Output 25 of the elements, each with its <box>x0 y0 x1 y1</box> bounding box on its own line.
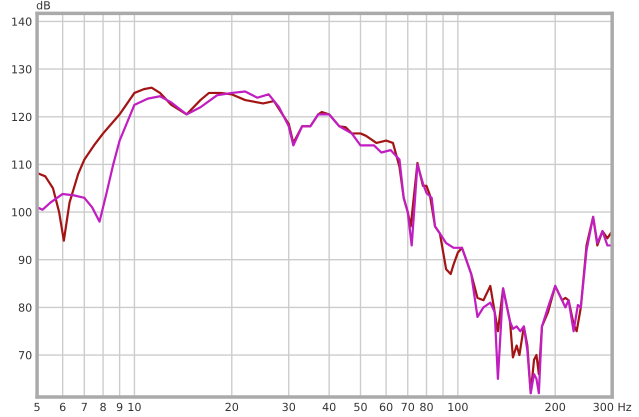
x-tick-label: 100 <box>448 402 468 412</box>
x-tick-label: 80 <box>420 402 433 412</box>
x-tick-label: 60 <box>380 402 392 412</box>
y-tick-label: 140 <box>12 17 32 26</box>
x-tick-label: 9 <box>116 402 122 412</box>
x-tick-label: 20 <box>226 402 238 412</box>
x-tick-label: 7 <box>82 402 87 411</box>
x-tick-label: 50 <box>354 402 367 412</box>
y-tick-label: 80 <box>18 303 32 312</box>
x-tick-label: 6 <box>60 402 66 412</box>
y-tick-label: 70 <box>18 351 32 360</box>
x-tick-label: 40 <box>322 402 336 412</box>
x-tick-label: 10 <box>128 402 141 412</box>
x-tick-label: 8 <box>100 402 106 412</box>
y-tick-label: 120 <box>12 112 32 122</box>
y-axis-title: dB <box>36 0 50 10</box>
x-tick-label: 30 <box>282 402 296 412</box>
x-tick-label: 300 Hz <box>594 402 632 412</box>
y-tick-label: 130 <box>12 65 32 74</box>
y-tick-label: 110 <box>12 160 32 169</box>
x-tick-label: 200 <box>545 402 566 412</box>
y-tick-label: 90 <box>18 256 32 264</box>
x-tick-label: 70 <box>402 402 414 412</box>
y-tick-label: 100 <box>12 208 32 216</box>
x-tick-label: 5 <box>34 402 40 412</box>
